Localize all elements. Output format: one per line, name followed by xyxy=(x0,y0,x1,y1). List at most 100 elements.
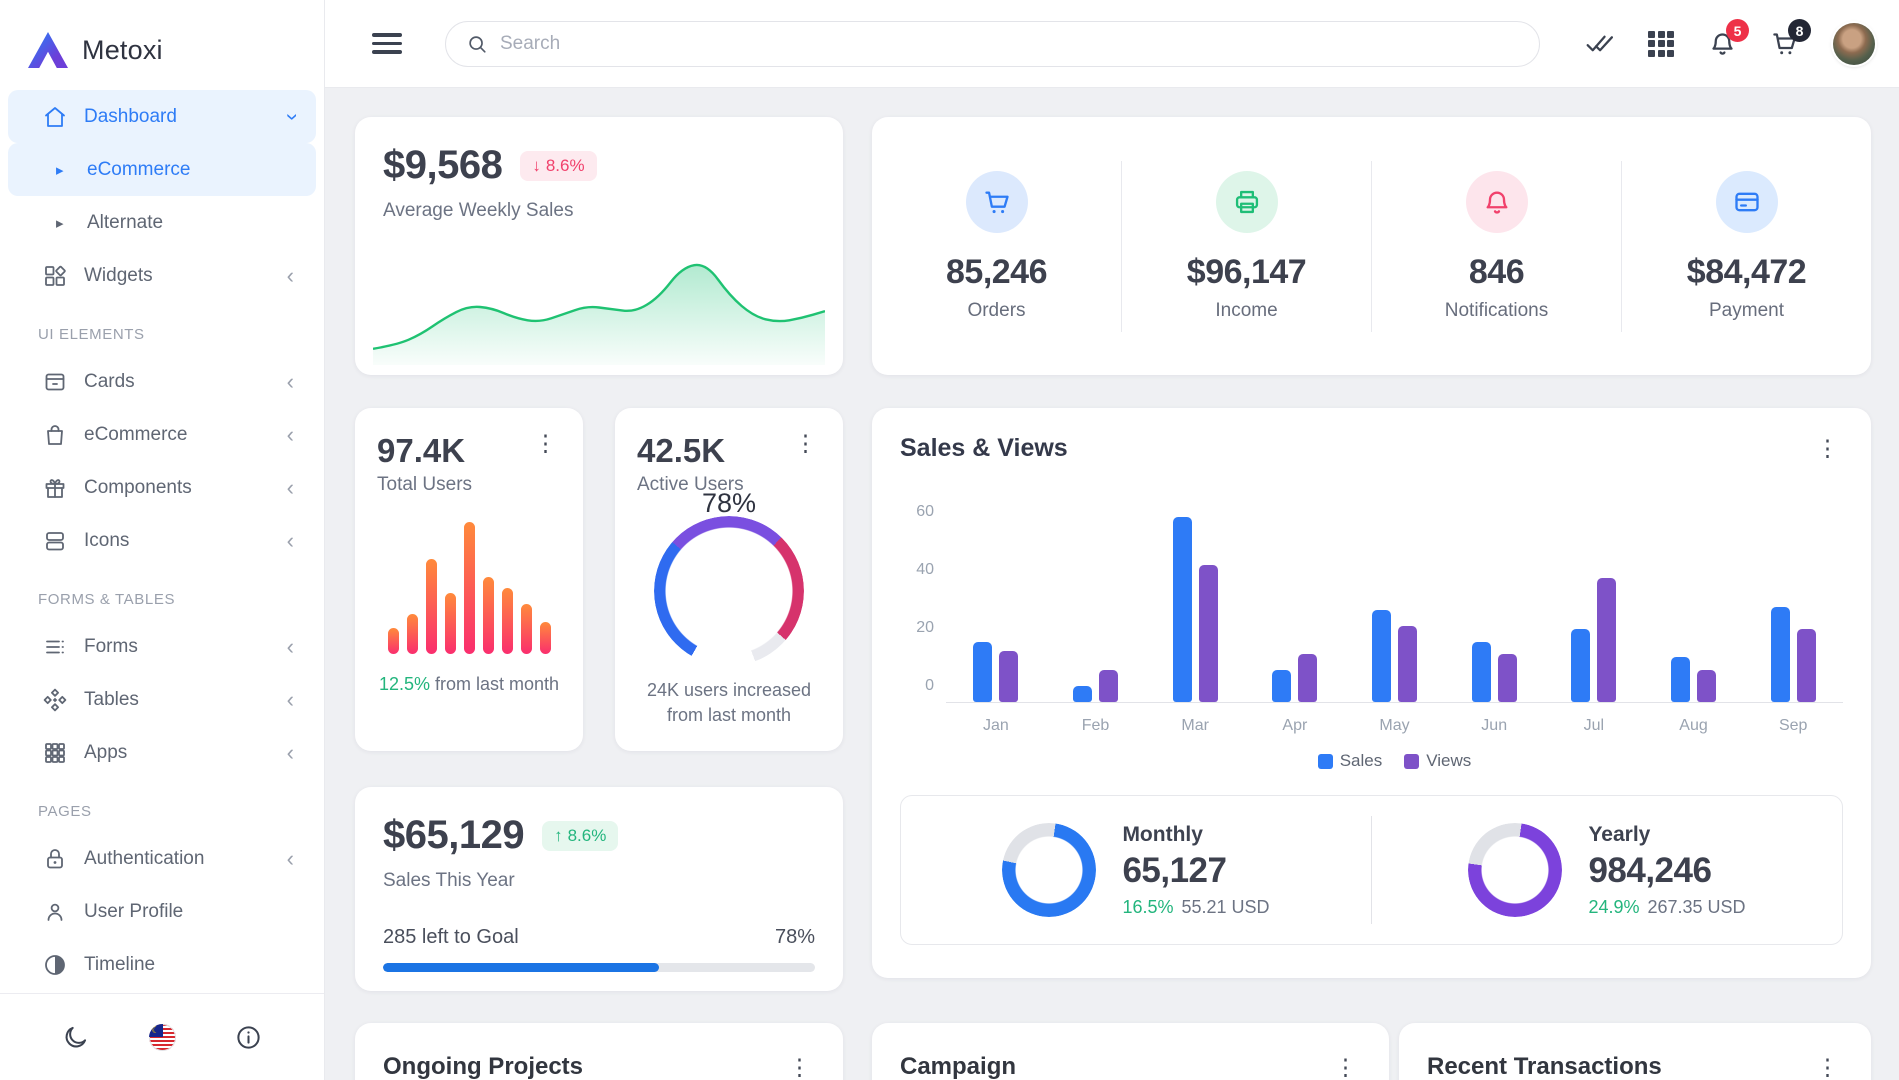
weekly-sales-delta-badge: ↓ 8.6% xyxy=(520,150,597,181)
layers-icon xyxy=(46,531,64,550)
sidebar-item-timeline[interactable]: Timeline xyxy=(8,938,316,991)
arrow-down-icon: ↓ xyxy=(532,155,541,175)
flag-crescent-icon: ☾ xyxy=(148,1023,163,1037)
goal-progress-fill xyxy=(383,963,660,972)
apps-launcher-button[interactable] xyxy=(1648,30,1674,57)
sidebar-item-user-profile[interactable]: User Profile xyxy=(8,885,316,938)
metoxi-logo-icon xyxy=(28,32,68,68)
monthly-donut-chart xyxy=(1002,823,1097,917)
grid-icon xyxy=(1648,30,1674,57)
user-icon xyxy=(47,903,63,921)
bar-group-jul xyxy=(1544,511,1644,702)
search-input[interactable] xyxy=(500,32,1519,55)
double-check-icon xyxy=(1586,35,1613,52)
widgets-icon xyxy=(45,265,66,286)
total-users-mini-bar-chart xyxy=(377,522,561,654)
notification-badge: 5 xyxy=(1726,19,1749,42)
payment-value: $84,472 xyxy=(1686,252,1807,291)
sidebar-item-authentication[interactable]: Authentication ‹ xyxy=(8,832,316,885)
total-users-note: 12.5% from last month xyxy=(378,674,560,694)
chevron-left-icon: ‹ xyxy=(286,421,294,447)
chevron-left-icon: ‹ xyxy=(286,686,294,712)
apps-grid-icon xyxy=(45,742,65,763)
ongoing-projects-card: Ongoing Projects ⋮ xyxy=(355,1023,843,1080)
caret-right-icon: ▸ xyxy=(56,214,64,232)
arrow-up-icon: ↑ xyxy=(554,825,563,845)
recent-transactions-card: Recent Transactions ⋮ xyxy=(1399,1023,1871,1080)
kebab-menu-icon[interactable]: ⋮ xyxy=(1816,1053,1839,1080)
sidebar: Metoxi Dashboard ‹ ▸ eCommerce ▸ Alterna… xyxy=(0,0,325,1080)
list-icon xyxy=(46,640,64,653)
bar-group-sep xyxy=(1743,511,1843,702)
sidebar-item-cards[interactable]: Cards ‹ xyxy=(8,355,316,408)
sidebar-item-dashboard[interactable]: Dashboard ‹ xyxy=(8,90,316,143)
active-users-value: 42.5K xyxy=(637,432,726,469)
bar-group-feb xyxy=(1046,511,1146,702)
cart-button[interactable]: 8 xyxy=(1771,19,1811,57)
yearly-summary: Yearly 984,246 24.9% 267.35 USD xyxy=(1372,823,1842,918)
sidebar-item-ecommerce-dashboard[interactable]: ▸ eCommerce xyxy=(8,143,316,196)
user-avatar[interactable] xyxy=(1833,22,1875,65)
sidebar-item-label: Timeline xyxy=(84,953,156,975)
notifications-button[interactable]: 5 xyxy=(1709,19,1749,57)
sidebar-item-alternate[interactable]: ▸ Alternate xyxy=(8,196,316,249)
total-users-label: Total Users xyxy=(377,474,473,495)
bar-group-jan xyxy=(946,511,1046,702)
sidebar-item-components[interactable]: Components ‹ xyxy=(8,461,316,514)
yearly-value: 984,246 xyxy=(1588,850,1712,890)
language-flag-malaysia[interactable]: ☾ xyxy=(148,1023,176,1051)
gift-icon xyxy=(45,478,65,498)
tasks-button[interactable] xyxy=(1586,30,1613,57)
goal-text: 285 left to Goal xyxy=(383,926,519,948)
kebab-menu-icon[interactable]: ⋮ xyxy=(1816,435,1839,461)
brand[interactable]: Metoxi xyxy=(0,0,324,78)
sales-views-legend: Sales Views xyxy=(946,751,1843,771)
kebab-menu-icon[interactable]: ⋮ xyxy=(534,430,557,456)
sidebar-item-forms[interactable]: Forms ‹ xyxy=(8,620,316,673)
sales-views-xlabels: Jan Feb Mar Apr May Jun Jul Aug Sep xyxy=(982,717,1808,734)
nav-section-pages: PAGES xyxy=(38,803,92,820)
active-users-gauge-chart xyxy=(654,516,804,666)
chevron-down-icon: ‹ xyxy=(277,112,303,121)
diamonds-icon xyxy=(43,688,67,711)
moon-icon xyxy=(65,1026,87,1047)
sidebar-item-tables[interactable]: Tables ‹ xyxy=(8,673,316,726)
sidebar-item-widgets[interactable]: Widgets ‹ xyxy=(8,249,316,302)
sidebar-item-ecommerce[interactable]: eCommerce ‹ xyxy=(8,408,316,461)
kebab-menu-icon[interactable]: ⋮ xyxy=(794,430,817,456)
bell-icon xyxy=(1712,33,1733,55)
sidebar-item-label: Cards xyxy=(84,370,135,392)
search-bar[interactable] xyxy=(445,20,1540,67)
stat-orders: 85,246 Orders xyxy=(872,161,1121,332)
active-users-label: Active Users xyxy=(637,474,744,495)
monthly-yearly-panel: Monthly 65,127 16.5% 55.21 USD Yearly 984… xyxy=(900,795,1843,945)
stat-income: $96,147 Income xyxy=(1121,160,1371,332)
cart-icon xyxy=(984,191,1009,213)
vertical-divider xyxy=(1371,816,1372,924)
kebab-menu-icon[interactable]: ⋮ xyxy=(1334,1053,1357,1080)
cart-stat-icon-circle xyxy=(965,170,1028,233)
printer-stat-icon-circle xyxy=(1215,170,1278,233)
total-users-value: 97.4K xyxy=(377,432,466,469)
bell-stat-icon-circle xyxy=(1465,170,1528,233)
campaign-card: Campaign ⋮ xyxy=(872,1023,1389,1080)
active-users-gauge-percent: 78% xyxy=(701,488,757,518)
sales-views-title: Sales & Views xyxy=(900,434,1068,462)
stats-card: 85,246 Orders $96,147 Income 846 Notific… xyxy=(872,117,1871,375)
lock-icon xyxy=(47,848,63,868)
sidebar-item-icons[interactable]: Icons ‹ xyxy=(8,514,316,567)
monthly-sub: 16.5% 55.21 USD xyxy=(1122,896,1270,917)
sidebar-item-apps[interactable]: Apps ‹ xyxy=(8,726,316,779)
chevron-left-icon: ‹ xyxy=(286,368,294,394)
orders-label: Orders xyxy=(967,299,1026,321)
menu-toggle-button[interactable] xyxy=(372,28,402,59)
sidebar-nav: Dashboard ‹ ▸ eCommerce ▸ Alternate Widg… xyxy=(0,78,324,991)
info-button[interactable] xyxy=(235,1024,262,1051)
kebab-menu-icon[interactable]: ⋮ xyxy=(788,1053,811,1080)
campaign-title: Campaign xyxy=(900,1053,1017,1080)
weekly-sales-amount: $9,568 xyxy=(383,143,503,187)
dark-mode-toggle[interactable] xyxy=(62,1024,89,1051)
shopping-bag-icon xyxy=(47,424,63,445)
topbar-actions: 5 8 xyxy=(1586,19,1875,65)
active-users-card: 42.5K ⋮ Active Users 24K users increased… xyxy=(615,408,843,751)
